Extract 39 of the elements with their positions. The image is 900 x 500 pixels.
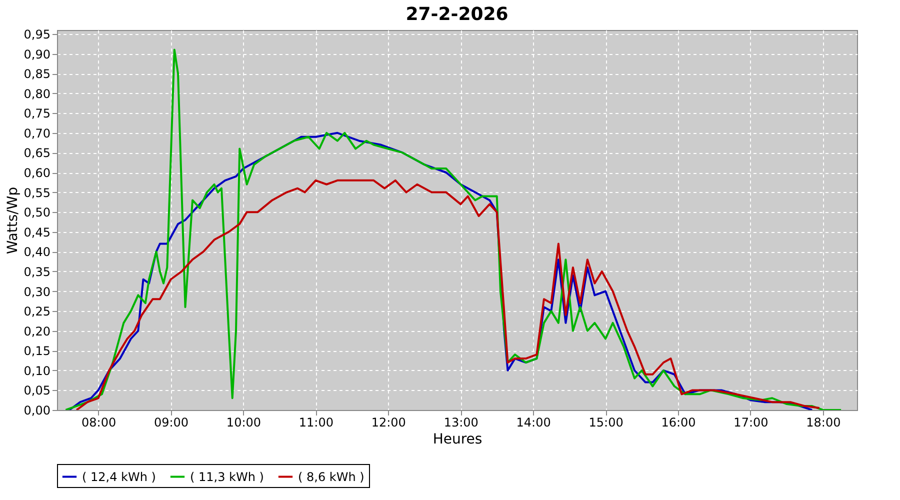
x-tick-label: 16:00	[661, 416, 696, 430]
x-tick-label: 18:00	[806, 416, 841, 430]
y-tick-label: 0,50	[24, 206, 50, 220]
y-tick-label: 0,85	[24, 67, 50, 82]
y-tick-label: 0,35	[24, 264, 50, 279]
y-tick-label: 0,90	[24, 47, 50, 62]
x-tick-label: 11:00	[298, 416, 334, 430]
x-tick-label: 08:00	[82, 416, 116, 430]
y-tick-label: 0,80	[24, 86, 50, 101]
x-tick-label: 09:00	[154, 416, 189, 430]
y-tick-label: 0,10	[24, 364, 50, 378]
x-tick-label: 13:00	[444, 416, 478, 430]
legend-label: ( 8,6 kWh )	[298, 470, 364, 484]
y-tick-label: 0,55	[24, 186, 50, 200]
chart-title: 27-2-2026	[406, 4, 508, 25]
y-tick-label: 0,70	[24, 126, 50, 140]
y-tick-label: 0,45	[24, 225, 50, 240]
x-tick-label: 10:00	[226, 416, 262, 430]
y-axis-title: Watts/Wp	[4, 186, 21, 254]
x-tick-label: 14:00	[516, 416, 551, 430]
line-series	[64, 48, 842, 410]
legend-label: ( 11,3 kWh )	[190, 470, 264, 484]
legend-label: ( 12,4 kWh )	[82, 470, 156, 484]
x-tick-label: 17:00	[734, 416, 768, 430]
x-tick-label: 12:00	[371, 416, 406, 430]
y-tick-label: 0,40	[24, 245, 50, 260]
y-tick-label: 0,30	[24, 284, 50, 299]
x-axis-title: Heures	[432, 432, 482, 448]
x-tick-label: 15:00	[588, 416, 624, 430]
y-tick-label: 0,60	[24, 166, 50, 180]
y-tick-label: 0,25	[24, 304, 50, 319]
y-tick-label: 0,20	[24, 324, 50, 338]
y-tick-label: 0,65	[24, 146, 50, 160]
y-tick-label: 0,75	[24, 106, 50, 121]
y-tick-label: 0,05	[24, 384, 50, 398]
y-tick-label: 0,00	[24, 404, 50, 418]
line-series	[76, 179, 820, 410]
y-tick-label: 0,15	[24, 344, 50, 358]
y-tick-label: 0,95	[24, 27, 50, 42]
